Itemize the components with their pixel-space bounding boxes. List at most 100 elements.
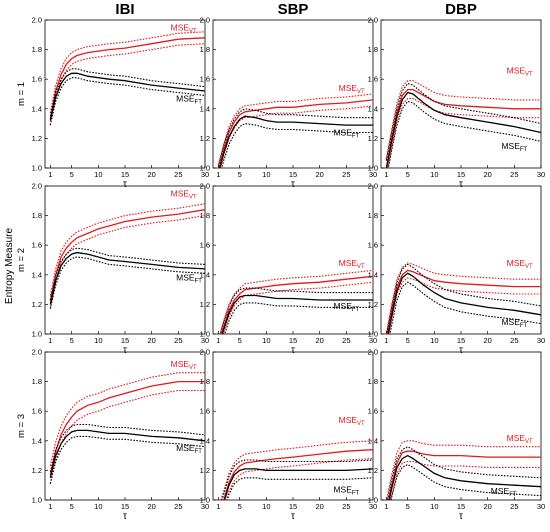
series-vt-mean-line [388,450,541,500]
y-tick-label: 1.4 [200,104,210,113]
x-tick-label: 20 [483,502,491,511]
label-mse-vt: MSEVT [339,415,365,427]
x-axis-label: τ [123,511,127,522]
series-ft-mean-line [388,454,541,500]
label-mse-ft: MSEFT [176,273,202,285]
y-tick-label: 1.6 [368,75,378,84]
label-mse-vt: MSEVT [171,22,197,34]
y-tick-label: 1.6 [200,75,210,84]
series-vt-upper-band [219,269,373,334]
x-tick-label: 10 [262,336,270,345]
x-tick-label: 10 [430,170,438,179]
series-ft-upper-band [386,263,541,334]
x-tick-label: 30 [369,336,377,345]
x-tick-label: 20 [483,170,491,179]
series-ft-lower-band [389,281,541,334]
series-ft-lower-band [387,100,541,168]
series-ft-upper-band [49,247,205,301]
series-ft-upper-band [386,446,541,500]
series-ft-lower-band [390,463,541,500]
y-tick-label: 1.4 [200,436,210,445]
y-tick-label: 1.4 [32,270,42,279]
chart-panel: 1.01.21.41.61.82.01 5 10 15 20 25 30τMSEVTMSEF… [200,348,378,523]
y-tick-label: 2.0 [200,16,210,25]
y-tick-label: 1.6 [200,407,210,416]
y-tick-label: 1.2 [368,466,378,475]
y-tick-label: 1.8 [32,45,42,54]
chart-panel: 1.01.21.41.61.82.01 5 10 15 20 25 30τMSEVTMSEF… [200,16,378,191]
x-tick-label: 30 [537,336,545,345]
x-tick-label: 5 [70,336,74,345]
series-vt-mean-line [223,449,373,500]
y-tick-label: 1.0 [32,496,42,505]
x-tick-label: 10 [94,336,102,345]
y-tick-label: 2.0 [32,348,42,357]
y-tick-label: 1.4 [368,270,378,279]
x-tick-label: 15 [457,336,465,345]
label-mse-vt: MSEVT [339,83,365,95]
series-vt-mean-line [49,209,205,302]
y-tick-label: 1.4 [368,436,378,445]
y-tick-label: 1.0 [200,496,210,505]
x-tick-label: 30 [369,502,377,511]
series-ft-mean-line [221,294,373,334]
label-mse-ft: MSEFT [333,127,359,139]
label-mse-vt: MSEVT [507,258,533,270]
y-tick-label: 1.0 [368,164,378,173]
x-tick-label: 15 [289,336,297,345]
series-group [219,269,373,334]
x-tick-label: 25 [342,336,350,345]
x-tick-label: 5 [406,170,410,179]
x-axis-label: τ [291,179,295,190]
y-tick-label: 1.6 [368,407,378,416]
y-tick-label: 1.2 [32,466,42,475]
x-axis-label: τ [459,511,463,522]
series-vt-upper-band [49,372,205,467]
plot-frame [212,351,374,501]
series-group [49,31,205,126]
y-tick-label: 1.8 [200,211,210,220]
x-tick-label: 5 [238,502,242,511]
x-tick-label: 5 [406,502,410,511]
series-group [386,440,541,500]
series-vt-mean-line [386,269,541,334]
chart-panel: 1.01.21.41.61.82.01 5 10 15 20 25 30τMSEVTMSEF… [368,182,546,357]
chart-panel: 1.01.21.41.61.82.01 5 10 15 20 25 30τMSEVTMSEF… [368,16,546,191]
label-mse-ft: MSEFT [176,443,202,455]
x-axis-label: τ [459,179,463,190]
x-axis-label: τ [123,179,127,190]
x-tick-label: 25 [510,502,518,511]
series-vt-lower-band [49,389,205,484]
label-mse-ft: MSEFT [501,141,527,153]
series-vt-mean-line [49,37,205,120]
x-tick-label: 15 [121,336,129,345]
y-axis-label: Entropy Measure [4,227,15,304]
y-tick-label: 1.0 [200,164,210,173]
x-axis-label: τ [123,345,127,356]
x-tick-label: 25 [342,502,350,511]
series-vt-lower-band [222,281,373,334]
y-tick-label: 1.8 [368,377,378,386]
x-axis-label: τ [459,345,463,356]
y-tick-label: 1.2 [32,300,42,309]
x-tick-label: 25 [342,170,350,179]
label-mse-ft: MSEFT [176,93,202,105]
x-tick-label: 15 [121,502,129,511]
y-tick-label: 1.0 [32,164,42,173]
series-group [49,372,205,484]
x-tick-label: 10 [94,170,102,179]
label-mse-vt: MSEVT [171,188,197,200]
y-tick-label: 1.0 [368,330,378,339]
chart-panel: 1.01.21.41.61.82.01 5 10 15 20 25 30τMSEVTMSEF… [200,182,378,357]
x-tick-label: 1 [384,502,388,511]
y-tick-label: 2.0 [368,16,378,25]
y-tick-label: 1.8 [32,377,42,386]
series-ft-upper-band [219,287,373,334]
y-tick-label: 1.8 [368,211,378,220]
x-tick-label: 10 [94,502,102,511]
x-tick-label: 30 [201,502,209,511]
chart-panel: 1.01.21.41.61.82.01 5 10 15 20 25 30τMSEVTMSEF… [32,16,210,191]
series-vt-upper-band [220,440,373,500]
x-tick-label: 20 [315,502,323,511]
x-tick-label: 25 [510,170,518,179]
